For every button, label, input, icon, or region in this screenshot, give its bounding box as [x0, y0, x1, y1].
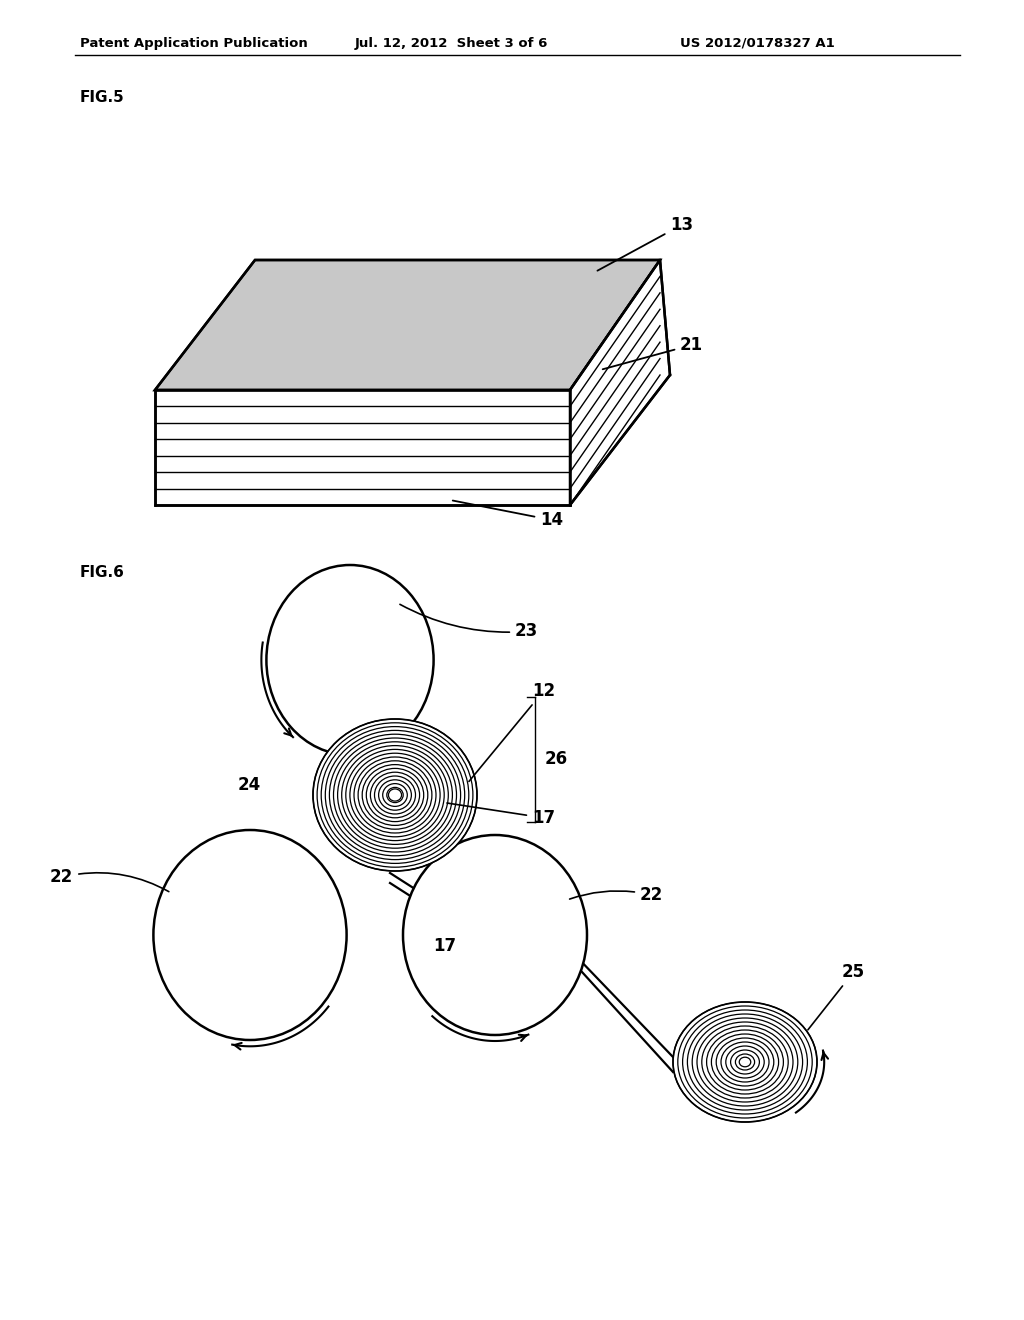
- Text: 14: 14: [453, 500, 563, 529]
- Text: 24: 24: [238, 776, 261, 795]
- Text: FIG.6: FIG.6: [80, 565, 125, 579]
- Polygon shape: [155, 260, 660, 389]
- Ellipse shape: [673, 1002, 817, 1122]
- Ellipse shape: [154, 830, 346, 1040]
- Text: Jul. 12, 2012  Sheet 3 of 6: Jul. 12, 2012 Sheet 3 of 6: [355, 37, 549, 50]
- Text: Patent Application Publication: Patent Application Publication: [80, 37, 308, 50]
- Text: 17: 17: [433, 937, 457, 954]
- Text: 25: 25: [808, 964, 865, 1030]
- Ellipse shape: [403, 836, 587, 1035]
- Text: FIG.5: FIG.5: [80, 90, 125, 106]
- Ellipse shape: [266, 565, 433, 755]
- Text: 21: 21: [603, 337, 703, 370]
- Polygon shape: [155, 389, 570, 506]
- Polygon shape: [570, 260, 670, 506]
- Text: 22: 22: [50, 869, 169, 891]
- Text: 13: 13: [597, 216, 693, 271]
- Text: 26: 26: [545, 750, 568, 768]
- Ellipse shape: [313, 719, 477, 871]
- Text: 23: 23: [400, 605, 539, 640]
- Text: 12: 12: [469, 682, 555, 781]
- Text: 22: 22: [569, 886, 664, 904]
- Ellipse shape: [739, 1057, 751, 1067]
- Text: 17: 17: [446, 803, 555, 826]
- Ellipse shape: [388, 789, 401, 801]
- Text: US 2012/0178327 A1: US 2012/0178327 A1: [680, 37, 835, 50]
